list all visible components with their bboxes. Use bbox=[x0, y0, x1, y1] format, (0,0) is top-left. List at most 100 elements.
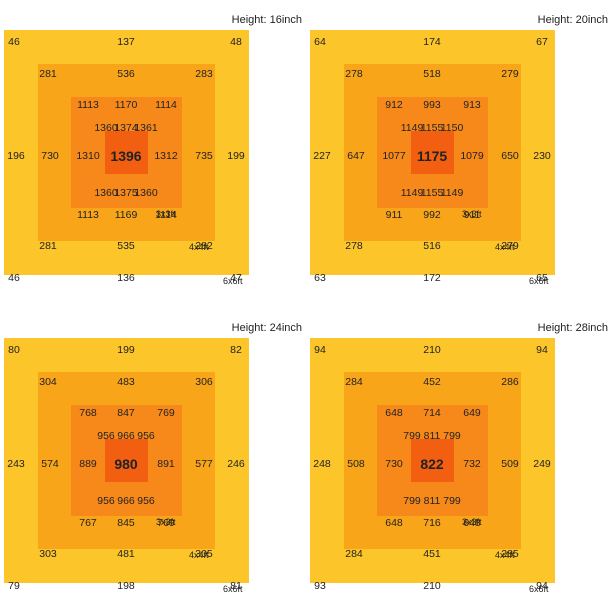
inner-value: 1113 bbox=[77, 99, 99, 111]
mid-value: 481 bbox=[117, 548, 135, 560]
inner-value: 1170 bbox=[114, 99, 138, 111]
zone-band: 6x6ft 4x4ft 3x3ft 80 199 82 243 246 79 198 81 304 48… bbox=[4, 338, 249, 594]
inner-value: 648 bbox=[385, 517, 403, 529]
panel-1: Height: 16inch 6x6ft 4x4ft 3x3ft 46 137 48 196 1… bbox=[4, 0, 302, 300]
mid-value: 536 bbox=[117, 68, 135, 80]
mid-value: 279 bbox=[501, 68, 519, 80]
outer-value: 172 bbox=[423, 272, 441, 284]
inner-value: 732 bbox=[463, 458, 481, 470]
mid-value: 535 bbox=[117, 240, 135, 252]
mid-value: 516 bbox=[423, 240, 441, 252]
core-value: 799 bbox=[403, 495, 421, 507]
inner-value: 992 bbox=[423, 209, 441, 221]
inner-value: 1113 bbox=[77, 209, 99, 221]
inner-value: 1079 bbox=[460, 150, 484, 162]
outer-value: 210 bbox=[423, 580, 441, 592]
inner-value: 648 bbox=[385, 407, 403, 419]
inner-value: 913 bbox=[463, 99, 481, 111]
outer-value: 249 bbox=[533, 458, 551, 470]
mid-value: 281 bbox=[39, 68, 57, 80]
core-value: 811 bbox=[423, 495, 441, 507]
outer-value: 48 bbox=[230, 36, 242, 48]
panel-3: Height: 24inch 6x6ft 4x4ft 3x3ft 80 199 82 243 2… bbox=[4, 308, 302, 608]
center-value: 1175 bbox=[416, 148, 448, 164]
outer-value: 246 bbox=[227, 458, 245, 470]
mid-value: 278 bbox=[345, 240, 363, 252]
outer-value: 210 bbox=[423, 344, 441, 356]
outer-value: 243 bbox=[7, 458, 25, 470]
outer-value: 174 bbox=[423, 36, 441, 48]
core-value: 956 bbox=[97, 495, 115, 507]
size-label-zone-3x3: 3x3ft bbox=[462, 209, 482, 219]
core-value: 799 bbox=[443, 430, 461, 442]
inner-value: 889 bbox=[79, 458, 97, 470]
core-value: 1361 bbox=[134, 122, 158, 134]
mid-value: 451 bbox=[423, 548, 441, 560]
mid-value: 279 bbox=[501, 240, 519, 252]
outer-value: 81 bbox=[230, 580, 242, 592]
mid-value: 282 bbox=[195, 240, 213, 252]
outer-value: 64 bbox=[314, 36, 326, 48]
inner-value: 911 bbox=[463, 209, 481, 221]
mid-value: 647 bbox=[347, 150, 365, 162]
outer-value: 199 bbox=[227, 150, 245, 162]
outer-value: 227 bbox=[313, 150, 331, 162]
core-value: 1375 bbox=[114, 187, 138, 199]
inner-value: 1077 bbox=[382, 150, 406, 162]
zone-center bbox=[411, 439, 454, 482]
inner-value: 1310 bbox=[76, 150, 100, 162]
zone-band: 6x6ft 4x4ft 3x3ft 64 174 67 227 230 63 172 65 278 51… bbox=[310, 30, 555, 286]
inner-value: 1169 bbox=[114, 209, 138, 221]
outer-value: 63 bbox=[314, 272, 326, 284]
size-label-zone-6x6: 6x6ft bbox=[223, 276, 243, 286]
panel-4: Height: 28inch 6x6ft 4x4ft 3x3ft 94 210 94 248 2… bbox=[310, 308, 608, 608]
outer-value: 46 bbox=[8, 272, 20, 284]
core-value: 1360 bbox=[94, 187, 118, 199]
mid-value: 730 bbox=[41, 150, 59, 162]
zone-center bbox=[105, 131, 148, 174]
outer-value: 65 bbox=[536, 272, 548, 284]
core-value: 956 bbox=[137, 430, 155, 442]
size-label-zone-4x4: 4x4ft bbox=[189, 550, 209, 560]
inner-value: 769 bbox=[157, 407, 175, 419]
inner-value: 730 bbox=[385, 458, 403, 470]
inner-value: 768 bbox=[79, 407, 97, 419]
zone-band: 6x6ft 4x4ft 3x3ft 46 137 48 196 199 46 136 47 281 53… bbox=[4, 30, 249, 286]
center-value: 980 bbox=[114, 456, 138, 472]
mid-value: 281 bbox=[39, 240, 57, 252]
inner-value: 1114 bbox=[155, 209, 177, 221]
outer-value: 46 bbox=[8, 36, 20, 48]
size-label-zone-6x6: 6x6ft bbox=[529, 584, 549, 594]
core-value: 956 bbox=[137, 495, 155, 507]
height-label: Height: 16inch bbox=[231, 14, 302, 26]
center-value: 1396 bbox=[110, 148, 142, 164]
inner-value: 847 bbox=[117, 407, 135, 419]
size-label-zone-6x6: 6x6ft bbox=[529, 276, 549, 286]
core-value: 799 bbox=[403, 430, 421, 442]
mid-value: 452 bbox=[423, 376, 441, 388]
outer-value: 248 bbox=[313, 458, 331, 470]
outer-value: 80 bbox=[8, 344, 20, 356]
outer-value: 94 bbox=[536, 344, 548, 356]
mid-value: 518 bbox=[423, 68, 441, 80]
inner-value: 912 bbox=[385, 99, 403, 111]
inner-value: 845 bbox=[117, 517, 135, 529]
mid-value: 284 bbox=[345, 376, 363, 388]
core-value: 1374 bbox=[114, 122, 138, 134]
core-value: 1155 bbox=[420, 122, 444, 134]
outer-value: 196 bbox=[7, 150, 25, 162]
core-value: 1360 bbox=[134, 187, 158, 199]
outer-value: 230 bbox=[533, 150, 551, 162]
outer-value: 79 bbox=[8, 580, 20, 592]
mid-value: 508 bbox=[347, 458, 365, 470]
mid-value: 306 bbox=[195, 376, 213, 388]
height-label: Height: 20inch bbox=[537, 14, 608, 26]
core-value: 1149 bbox=[400, 122, 424, 134]
core-value: 1155 bbox=[420, 187, 444, 199]
mid-value: 303 bbox=[39, 548, 57, 560]
mid-value: 574 bbox=[41, 458, 59, 470]
mid-value: 650 bbox=[501, 150, 519, 162]
mid-value: 305 bbox=[195, 548, 213, 560]
height-label: Height: 28inch bbox=[537, 322, 608, 334]
core-value: 956 bbox=[97, 430, 115, 442]
